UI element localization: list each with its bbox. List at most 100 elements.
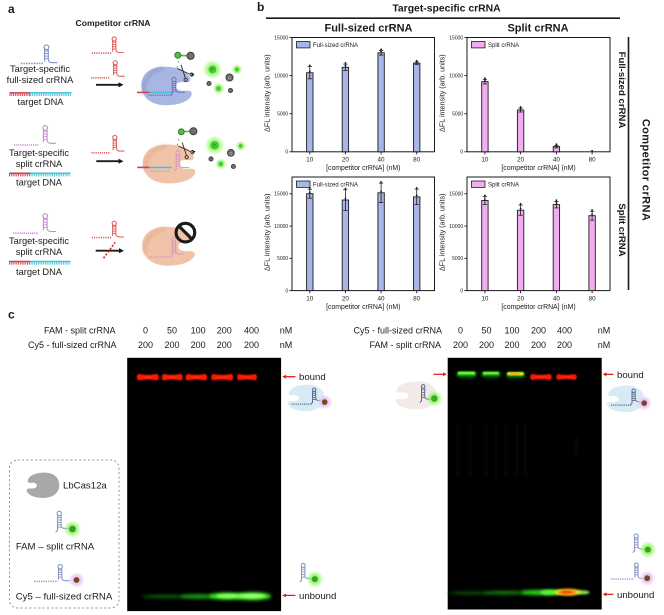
svg-text:5000: 5000: [277, 112, 288, 118]
svg-text:200: 200: [244, 340, 259, 350]
svg-text:0: 0: [143, 326, 148, 336]
svg-text:Full-sized crRNA: Full-sized crRNA: [313, 43, 358, 49]
svg-text:bound: bound: [617, 370, 644, 381]
svg-text:LbCas12a: LbCas12a: [63, 481, 107, 492]
svg-text:0: 0: [285, 288, 288, 294]
svg-text:40: 40: [553, 157, 561, 164]
svg-text:a: a: [8, 2, 15, 16]
svg-text:unbound: unbound: [617, 590, 654, 601]
svg-text:200: 200: [531, 340, 546, 350]
svg-text:Full-sized crRNA: Full-sized crRNA: [616, 52, 627, 129]
svg-text:target DNA: target DNA: [18, 97, 65, 107]
svg-text:10: 10: [306, 157, 314, 164]
svg-text:[competitor crRNA] (nM): [competitor crRNA] (nM): [501, 304, 575, 311]
svg-text:Split crRNA: Split crRNA: [488, 183, 519, 189]
svg-text:unbound: unbound: [299, 591, 336, 602]
svg-text:Competitor crRNA: Competitor crRNA: [76, 18, 151, 28]
svg-text:20: 20: [517, 157, 525, 164]
svg-text:Target-specific crRNA: Target-specific crRNA: [392, 4, 501, 15]
svg-text:200: 200: [217, 326, 232, 336]
svg-text:Competitor crRNA: Competitor crRNA: [640, 119, 652, 221]
svg-text:40: 40: [378, 295, 386, 302]
svg-text:200: 200: [479, 340, 494, 350]
svg-text:[competitor crRNA] (nM): [competitor crRNA] (nM): [501, 165, 575, 172]
svg-text:FAM – split crRNA: FAM – split crRNA: [16, 542, 95, 553]
svg-text:80: 80: [413, 157, 421, 164]
svg-text:FAM - split crRNA: FAM - split crRNA: [44, 326, 116, 336]
svg-text:Target-specific: Target-specific: [10, 64, 70, 74]
svg-text:200: 200: [164, 340, 179, 350]
svg-text:80: 80: [589, 295, 597, 302]
svg-text:20: 20: [342, 295, 350, 302]
svg-text:15000: 15000: [274, 192, 288, 198]
svg-text:10: 10: [481, 157, 489, 164]
svg-text:100: 100: [191, 326, 206, 336]
svg-text:Q: Q: [228, 76, 231, 80]
svg-text:400: 400: [557, 326, 572, 336]
svg-text:Split crRNA: Split crRNA: [616, 203, 627, 256]
svg-text:ΔFL intensity (arb. units): ΔFL intensity (arb. units): [263, 54, 272, 132]
svg-text:200: 200: [531, 326, 546, 336]
svg-text:b: b: [257, 0, 264, 14]
svg-text:[competitor crRNA] (nM): [competitor crRNA] (nM): [326, 165, 400, 172]
svg-text:200: 200: [557, 340, 572, 350]
svg-text:80: 80: [589, 157, 597, 164]
svg-text:Target-specific: Target-specific: [9, 148, 69, 158]
svg-text:80: 80: [413, 295, 421, 302]
svg-text:200: 200: [217, 340, 232, 350]
svg-text:Split crRNA: Split crRNA: [488, 43, 519, 49]
svg-text:ΔFL intensity (arb. units): ΔFL intensity (arb. units): [263, 193, 272, 271]
svg-text:10000: 10000: [274, 73, 288, 79]
svg-text:50: 50: [481, 326, 491, 336]
svg-text:nM: nM: [598, 340, 611, 350]
svg-text:F: F: [211, 67, 214, 72]
svg-text:bound: bound: [299, 372, 326, 383]
svg-text:10000: 10000: [449, 224, 463, 230]
svg-text:nM: nM: [280, 326, 293, 336]
svg-text:target DNA: target DNA: [16, 267, 63, 277]
svg-text:Cy5 - full-sized crRNA: Cy5 - full-sized crRNA: [28, 340, 117, 350]
svg-text:40: 40: [378, 157, 386, 164]
svg-text:10000: 10000: [274, 224, 288, 230]
svg-text:50: 50: [167, 326, 177, 336]
svg-text:400: 400: [244, 326, 259, 336]
svg-text:0: 0: [285, 150, 288, 156]
svg-text:10000: 10000: [449, 73, 463, 79]
svg-text:0: 0: [460, 288, 463, 294]
svg-text:5000: 5000: [452, 256, 463, 262]
svg-text:ΔFL intensity (arb. units): ΔFL intensity (arb. units): [438, 54, 447, 132]
svg-text:15000: 15000: [449, 192, 463, 198]
svg-text:20: 20: [342, 157, 350, 164]
svg-text:20: 20: [517, 295, 525, 302]
svg-text:target DNA: target DNA: [16, 177, 63, 187]
svg-text:15000: 15000: [449, 35, 463, 41]
svg-text:0: 0: [458, 326, 463, 336]
svg-text:10: 10: [306, 295, 314, 302]
svg-text:c: c: [8, 308, 15, 322]
svg-text:FAM - split crRNA: FAM - split crRNA: [369, 340, 441, 350]
svg-text:nM: nM: [280, 340, 293, 350]
svg-text:5000: 5000: [452, 112, 463, 118]
svg-text:200: 200: [504, 340, 519, 350]
svg-text:15000: 15000: [274, 35, 288, 41]
svg-text:0: 0: [460, 150, 463, 156]
svg-text:nM: nM: [598, 326, 611, 336]
svg-text:100: 100: [504, 326, 519, 336]
svg-text:40: 40: [553, 295, 561, 302]
svg-text:200: 200: [191, 340, 206, 350]
svg-text:Full-sized crRNA: Full-sized crRNA: [324, 23, 412, 35]
svg-text:Split crRNA: Split crRNA: [507, 23, 568, 35]
svg-text:Cy5 - full-sized crRNA: Cy5 - full-sized crRNA: [353, 326, 442, 336]
svg-text:ΔFL intensity (arb. units): ΔFL intensity (arb. units): [438, 193, 447, 271]
svg-text:5000: 5000: [277, 256, 288, 262]
svg-text:split crRNA: split crRNA: [16, 247, 63, 257]
svg-text:200: 200: [138, 340, 153, 350]
svg-text:Q: Q: [229, 151, 232, 155]
svg-text:F: F: [213, 143, 216, 148]
svg-text:Full-sized crRNA: Full-sized crRNA: [313, 183, 358, 189]
svg-text:full-sized crRNA: full-sized crRNA: [7, 75, 74, 85]
svg-text:200: 200: [453, 340, 468, 350]
svg-text:Cy5 – full-sized crRNA: Cy5 – full-sized crRNA: [16, 591, 113, 602]
svg-text:split crRNA: split crRNA: [16, 159, 63, 169]
svg-text:Target-specific: Target-specific: [9, 236, 69, 246]
